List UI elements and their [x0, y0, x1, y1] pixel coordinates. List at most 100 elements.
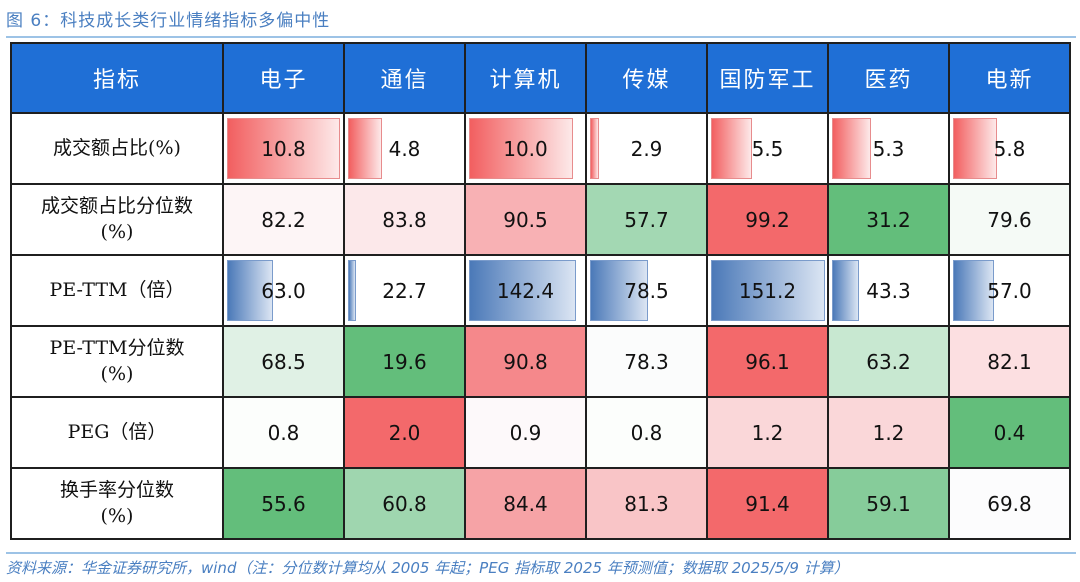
header-column: 电新: [948, 42, 1071, 114]
value-cell: 96.1: [706, 325, 829, 398]
value-cell: 83.8: [343, 183, 466, 256]
value-cell: 0.9: [464, 396, 587, 469]
value-cell: 22.7: [343, 254, 466, 327]
value-cell: 4.8: [343, 112, 466, 185]
data-bar: [832, 118, 871, 179]
table-row: PE-TTM分位数 (%) 68.5 19.6 90.8 78.3 96.1 63.2 82.1: [10, 325, 1071, 398]
row-label-text: 成交额占比分位数: [40, 194, 193, 217]
cell-value: 0.8: [267, 420, 300, 445]
cell-value: 151.2: [738, 278, 797, 303]
value-cell: 82.2: [222, 183, 345, 256]
value-cell: 81.3: [585, 467, 708, 540]
cell-value: 57.7: [624, 207, 669, 232]
value-cell: 90.5: [464, 183, 587, 256]
table-row: PEG（倍） 0.8 2.0 0.9 0.8 1.2 1.2 0.4: [10, 396, 1071, 469]
cell-value: 0.9: [509, 420, 542, 445]
header-row: 指标 电子 通信 计算机 传媒 国防军工 医药 电新: [10, 42, 1071, 114]
cell-value: 10.8: [261, 136, 306, 161]
figure-caption: 图 6：科技成长类行业情绪指标多偏中性: [6, 11, 331, 31]
data-bar: [832, 260, 859, 321]
cell-value: 81.3: [624, 491, 669, 516]
header-indicator: 指标: [10, 42, 224, 114]
table-row: 换手率分位数 (%) 55.6 60.8 84.4 81.3 91.4 59.1 69.8: [10, 467, 1071, 540]
value-cell: 68.5: [222, 325, 345, 398]
cell-value: 10.0: [503, 136, 548, 161]
row-label-text: 换手率分位数: [59, 478, 174, 501]
value-cell: 0.4: [948, 396, 1071, 469]
value-cell: 2.0: [343, 396, 466, 469]
value-cell: 59.1: [827, 467, 950, 540]
cell-value: 0.4: [993, 420, 1026, 445]
cell-value: 19.6: [382, 349, 427, 374]
row-label-unit: (%): [100, 504, 134, 527]
data-bar: [711, 118, 753, 179]
value-cell: 151.2: [706, 254, 829, 327]
data-bar: [348, 118, 383, 179]
cell-value: 1.2: [872, 420, 905, 445]
cell-value: 1.2: [751, 420, 784, 445]
cell-value: 68.5: [261, 349, 306, 374]
row-label: 成交额占比分位数 (%): [10, 183, 224, 256]
table-row: 成交额占比分位数 (%) 82.2 83.8 90.5 57.7 99.2 31.2 79.6: [10, 183, 1071, 256]
row-label: 换手率分位数 (%): [10, 467, 224, 540]
row-label-text: PEG（倍）: [67, 420, 167, 443]
value-cell: 19.6: [343, 325, 466, 398]
cell-value: 5.8: [993, 136, 1026, 161]
cell-value: 90.5: [503, 207, 548, 232]
cell-value: 4.8: [388, 136, 421, 161]
cell-value: 63.0: [261, 278, 306, 303]
cell-value: 90.8: [503, 349, 548, 374]
value-cell: 0.8: [222, 396, 345, 469]
data-bar: [590, 118, 600, 179]
value-cell: 60.8: [343, 467, 466, 540]
cell-value: 5.3: [872, 136, 905, 161]
value-cell: 2.9: [585, 112, 708, 185]
value-cell: 78.5: [585, 254, 708, 327]
value-cell: 55.6: [222, 467, 345, 540]
value-cell: 63.0: [222, 254, 345, 327]
value-cell: 0.8: [585, 396, 708, 469]
cell-value: 57.0: [987, 278, 1032, 303]
row-label-unit: (%): [100, 362, 134, 385]
value-cell: 5.3: [827, 112, 950, 185]
cell-value: 2.0: [388, 420, 421, 445]
cell-value: 43.3: [866, 278, 911, 303]
header-column: 医药: [827, 42, 950, 114]
value-cell: 5.8: [948, 112, 1071, 185]
data-bar: [711, 260, 825, 321]
data-bar: [348, 260, 356, 321]
value-cell: 91.4: [706, 467, 829, 540]
data-bar: [469, 260, 576, 321]
value-cell: 63.2: [827, 325, 950, 398]
row-label: PE-TTM分位数 (%): [10, 325, 224, 398]
cell-value: 0.8: [630, 420, 663, 445]
header-column: 通信: [343, 42, 466, 114]
cell-value: 63.2: [866, 349, 911, 374]
sentiment-table: 指标 电子 通信 计算机 传媒 国防军工 医药 电新 成交额占比(%) 10.8 4…: [10, 42, 1071, 540]
cell-value: 5.5: [751, 136, 784, 161]
header-column: 计算机: [464, 42, 587, 114]
cell-value: 91.4: [745, 491, 790, 516]
data-bar: [953, 118, 997, 179]
cell-value: 78.3: [624, 349, 669, 374]
value-cell: 57.7: [585, 183, 708, 256]
caption-divider: [6, 36, 1076, 38]
cell-value: 84.4: [503, 491, 548, 516]
cell-value: 60.8: [382, 491, 427, 516]
value-cell: 1.2: [827, 396, 950, 469]
row-label-text: 成交额占比(%): [53, 136, 181, 159]
value-cell: 78.3: [585, 325, 708, 398]
table-row: PE-TTM（倍） 63.0 22.7 142.4 78.5 151.2 43.3 57.0: [10, 254, 1071, 327]
value-cell: 10.0: [464, 112, 587, 185]
value-cell: 82.1: [948, 325, 1071, 398]
cell-value: 99.2: [745, 207, 790, 232]
value-cell: 142.4: [464, 254, 587, 327]
value-cell: 84.4: [464, 467, 587, 540]
header-column: 电子: [222, 42, 345, 114]
cell-value: 96.1: [745, 349, 790, 374]
row-label-text: PE-TTM分位数: [49, 336, 185, 359]
row-label-unit: (%): [100, 220, 134, 243]
value-cell: 5.5: [706, 112, 829, 185]
row-label: 成交额占比(%): [10, 112, 224, 185]
row-label: PE-TTM（倍）: [10, 254, 224, 327]
